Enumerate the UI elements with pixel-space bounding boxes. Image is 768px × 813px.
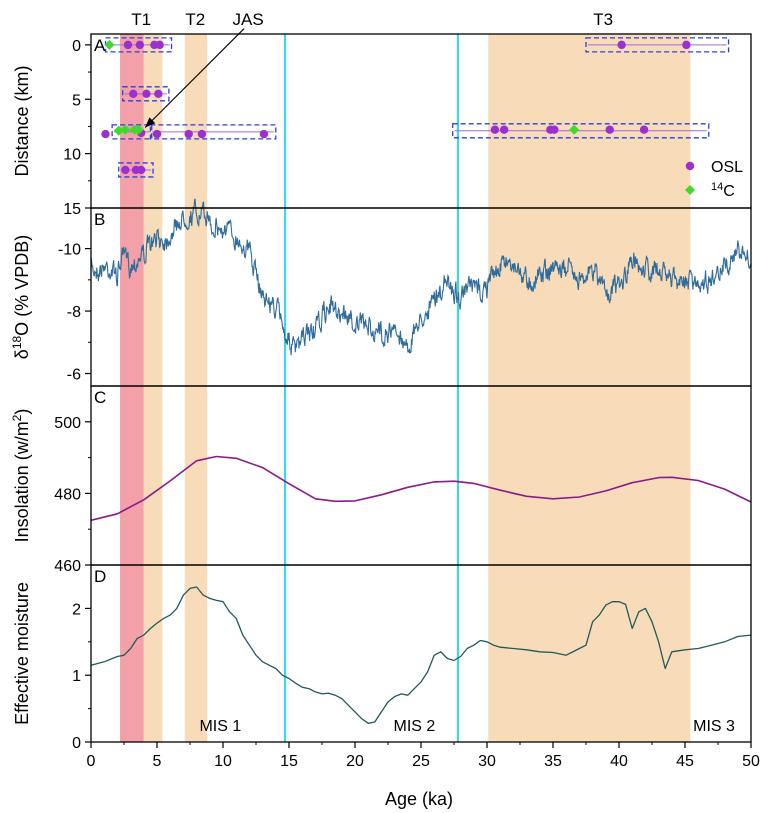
sample-group-box-4 xyxy=(118,162,154,178)
y-tick-label-a-0: 0 xyxy=(72,38,81,55)
sample-group-box-2 xyxy=(111,124,153,140)
x-tick-label-8: 40 xyxy=(610,753,628,770)
osl-point-22 xyxy=(605,125,614,134)
legend-osl-marker xyxy=(685,161,695,171)
y-axis-title-c: Insolation (w/m2) xyxy=(10,409,32,543)
y-tick-label-b-2: -6 xyxy=(67,367,81,384)
osl-point-11 xyxy=(197,129,207,139)
x-tick-label-9: 45 xyxy=(676,753,694,770)
osl-point-23 xyxy=(639,125,649,134)
x-tick-label-3: 15 xyxy=(280,753,298,770)
x-axis-title: Age (ka) xyxy=(385,789,453,809)
y-tick-label-d-1: 1 xyxy=(72,668,81,685)
shaded-interval-1 xyxy=(143,34,163,742)
x-tick-label-6: 30 xyxy=(478,753,496,770)
x-tick-label-4: 20 xyxy=(346,753,364,770)
mis-label-1: MIS 2 xyxy=(394,718,436,735)
insolation-series-line xyxy=(90,455,752,522)
shaded-interval-3 xyxy=(488,34,691,742)
sample-group-box-1 xyxy=(122,86,170,102)
y-tick-label-b-1: -8 xyxy=(67,304,81,321)
period-label-t1: T1 xyxy=(131,10,151,29)
legend-c14-label: 14C xyxy=(711,181,735,200)
osl-point-10 xyxy=(184,129,193,139)
y-tick-label-a-2: 10 xyxy=(63,147,81,164)
panel-letter-b: B xyxy=(94,210,105,229)
y-tick-label-d-0: 0 xyxy=(72,735,81,752)
osl-point-12 xyxy=(259,129,269,139)
panel-letter-d: D xyxy=(94,567,106,586)
osl-point-4 xyxy=(129,89,138,99)
osl-point-3 xyxy=(155,40,164,50)
label-layer: OSL 14C T1 T2 JAS T3 MIS 1 MIS 2 MIS 3 xyxy=(131,10,743,735)
sample-group-box-3 xyxy=(149,124,277,140)
x-tick-label-5: 25 xyxy=(412,753,430,770)
y-axis-title-d: Effective moisture xyxy=(12,582,32,725)
osl-point-1 xyxy=(135,40,145,50)
osl-point-7 xyxy=(101,129,110,139)
x-tick-label-2: 10 xyxy=(214,753,232,770)
osl-point-18 xyxy=(490,125,500,134)
osl-point-0 xyxy=(123,40,133,50)
osl-point-17 xyxy=(682,40,691,50)
shaded-interval-0 xyxy=(120,34,144,742)
osl-point-15 xyxy=(136,165,146,175)
y-axis-title-a: Distance (km) xyxy=(12,65,32,176)
panel-letter-c: C xyxy=(94,388,106,407)
x-tick-label-0: 0 xyxy=(87,753,96,770)
y-tick-label-a-1: 5 xyxy=(72,92,81,109)
y-tick-label-b-0: -10 xyxy=(58,242,81,259)
period-label-t2: T2 xyxy=(185,10,205,29)
period-label-jas: JAS xyxy=(232,10,263,29)
y-tick-label-a-3: 15 xyxy=(63,201,81,218)
osl-point-13 xyxy=(121,165,130,175)
panel-letter-a: A xyxy=(94,36,106,55)
c14-point-0 xyxy=(104,39,115,50)
legend-c14-marker xyxy=(685,185,695,195)
y-tick-label-c-2: 500 xyxy=(54,415,81,432)
y-axis-title-b: δ18O (% VPDB) xyxy=(10,235,32,359)
c14-point-1 xyxy=(113,125,124,136)
x-tick-label-7: 35 xyxy=(544,753,562,770)
y-tick-label-c-1: 480 xyxy=(54,486,81,503)
jas-arrow-line xyxy=(144,28,245,128)
y-tick-label-d-2: 2 xyxy=(72,601,81,618)
background-layer xyxy=(120,34,691,742)
x-tick-label-10: 50 xyxy=(742,753,760,770)
osl-point-19 xyxy=(499,125,509,134)
osl-point-21 xyxy=(550,125,559,134)
period-label-t3: T3 xyxy=(593,10,613,29)
panel-layer xyxy=(90,37,752,724)
osl-point-6 xyxy=(154,89,163,99)
osl-point-16 xyxy=(617,40,626,50)
c14-point-5 xyxy=(569,124,580,135)
sample-group-box-6 xyxy=(452,123,710,139)
d18o-series-line xyxy=(90,198,752,356)
mis-label-2: MIS 3 xyxy=(693,718,735,735)
y-tick-label-c-0: 460 xyxy=(54,558,81,575)
mis-label-0: MIS 1 xyxy=(199,718,241,735)
sample-group-box-5 xyxy=(585,37,730,53)
shaded-interval-2 xyxy=(184,34,208,742)
c14-point-2 xyxy=(120,124,131,135)
osl-point-9 xyxy=(152,129,162,139)
osl-point-5 xyxy=(142,89,151,99)
c14-point-4 xyxy=(133,124,144,135)
moisture-series-line xyxy=(90,586,752,724)
x-tick-label-1: 5 xyxy=(153,753,162,770)
jas-arrow-head xyxy=(145,117,156,128)
legend-osl-label: OSL xyxy=(711,159,743,176)
